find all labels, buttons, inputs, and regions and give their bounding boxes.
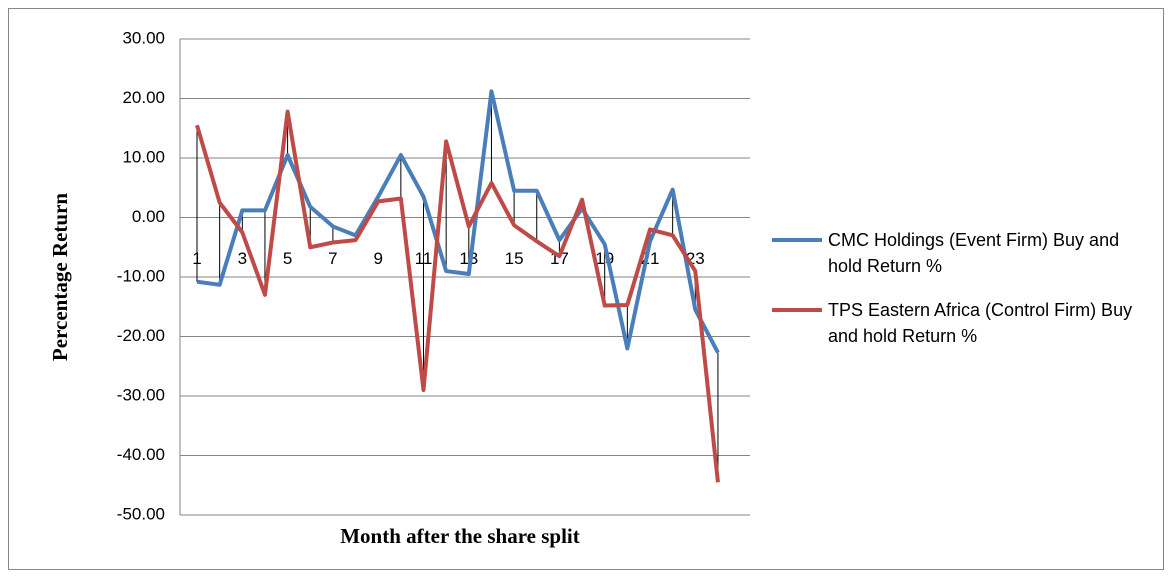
- y-tick-label: -20.00: [117, 326, 165, 345]
- y-tick-label: 10.00: [122, 147, 165, 166]
- x-tick-label: 9: [373, 249, 382, 268]
- legend-label: TPS Eastern Africa (Control Firm) Buy an…: [828, 300, 1133, 346]
- y-tick-label: -40.00: [117, 445, 165, 464]
- x-tick-label: 7: [328, 249, 337, 268]
- y-tick-label: 30.00: [122, 28, 165, 47]
- x-tick-label: 5: [283, 249, 292, 268]
- chart-border: [8, 8, 1164, 570]
- x-axis-title: Month after the share split: [340, 524, 580, 548]
- x-tick-label: 3: [238, 249, 247, 268]
- series-line: [195, 109, 720, 483]
- legend-label: CMC Holdings (Event Firm) Buy and hold R…: [828, 230, 1120, 276]
- y-tick-label: -30.00: [117, 385, 165, 404]
- y-tick-label: -50.00: [117, 504, 165, 523]
- y-tick-label: 0.00: [132, 207, 165, 226]
- y-tick-label: -10.00: [117, 266, 165, 285]
- y-tick-label: 20.00: [122, 88, 165, 107]
- series-line: [196, 89, 720, 354]
- x-tick-label: 15: [505, 249, 524, 268]
- y-axis-title: Percentage Return: [48, 193, 72, 361]
